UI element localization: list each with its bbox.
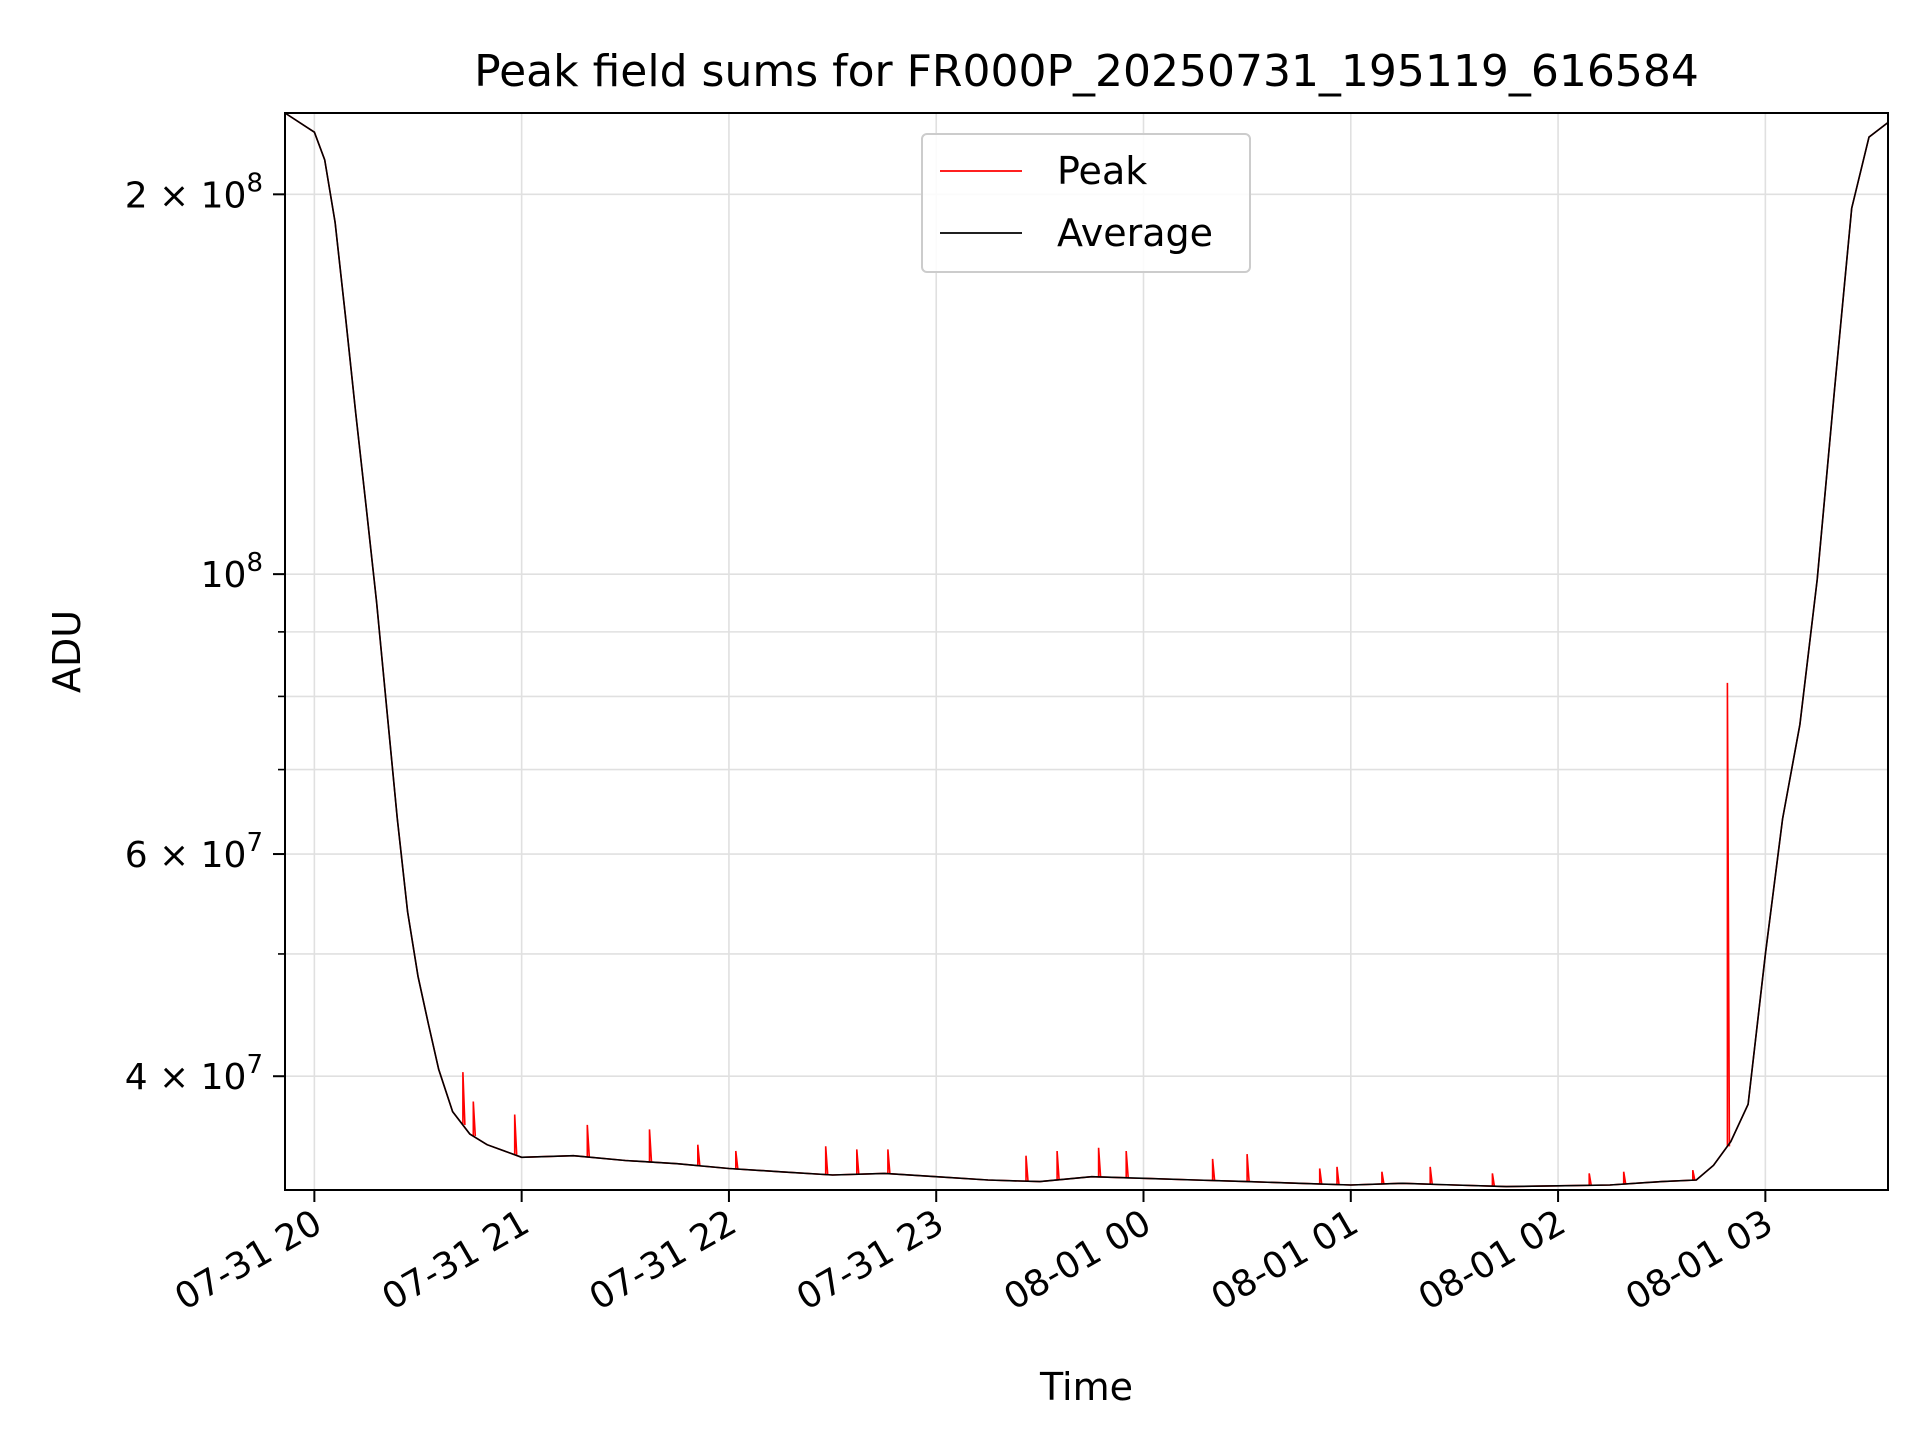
legend-box <box>921 133 1251 273</box>
plot-area <box>284 112 1889 1188</box>
x-axis-label: Time <box>1039 1365 1133 1409</box>
x-tick-label: 08-01 00 <box>997 1202 1158 1318</box>
x-tick-label: 08-01 02 <box>1412 1202 1573 1318</box>
axes-frame <box>284 112 1889 1191</box>
y-tick-label: 2 × 108 <box>125 168 263 216</box>
x-tick-label: 08-01 01 <box>1205 1202 1366 1318</box>
x-tick-label: 07-31 22 <box>583 1202 744 1318</box>
chart-title: Peak field sums for FR000P_20250731_1951… <box>474 46 1699 97</box>
legend-label-average: Average <box>1057 211 1213 255</box>
y-tick-label: 6 × 107 <box>125 828 263 876</box>
series-line-average <box>284 112 1889 1188</box>
y-tick-label: 108 <box>201 548 263 596</box>
x-tick-label: 07-31 20 <box>168 1202 329 1318</box>
legend-label-peak: Peak <box>1057 149 1147 193</box>
x-tick-label: 07-31 21 <box>375 1202 536 1318</box>
x-tick-label: 07-31 23 <box>790 1202 951 1318</box>
y-tick-label: 4 × 107 <box>125 1050 263 1098</box>
y-axis-label: ADU <box>45 610 89 693</box>
grid <box>285 113 1888 1190</box>
y-axis: 4 × 107 6 × 107 108 2 × 108 <box>125 168 285 1098</box>
series-line-peak <box>284 112 1889 1188</box>
x-axis: 07-31 20 07-31 21 07-31 22 07-31 23 08-01 00… <box>168 1190 1780 1319</box>
legend: Peak Average <box>921 133 1251 273</box>
x-tick-label: 08-01 03 <box>1619 1202 1780 1318</box>
